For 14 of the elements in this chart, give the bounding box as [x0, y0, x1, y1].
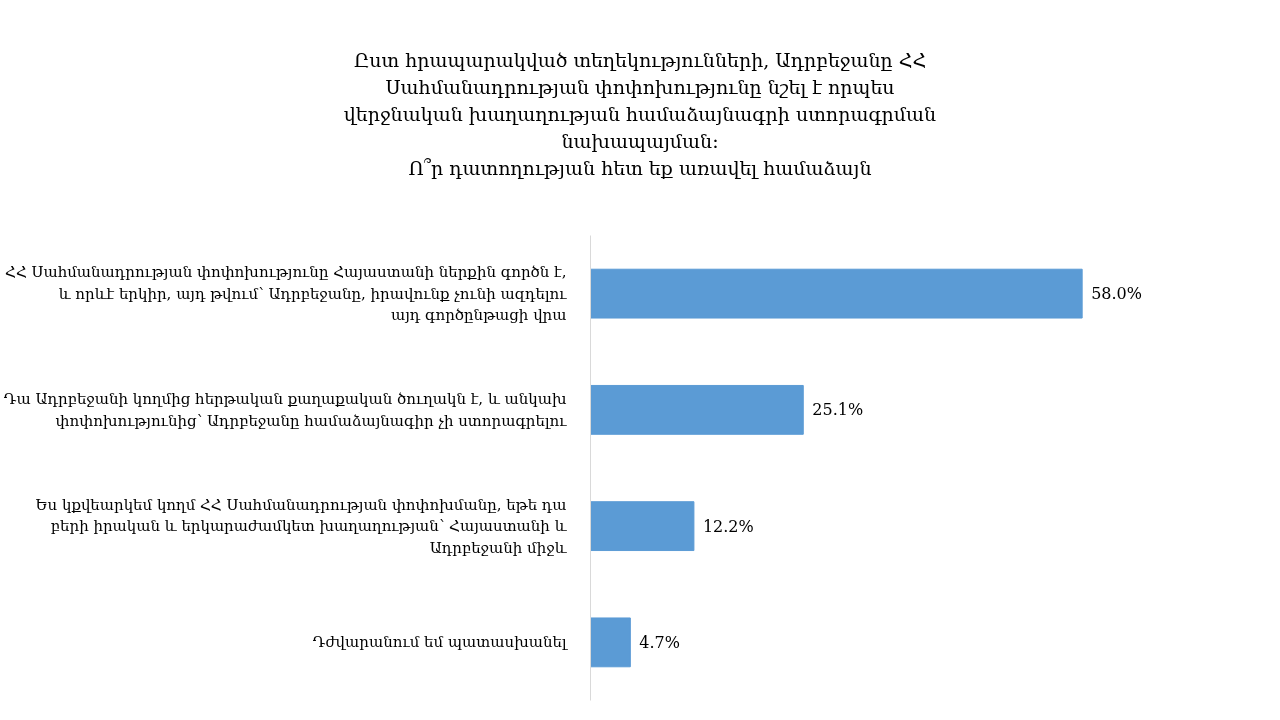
bar: [590, 501, 695, 552]
data-label: 25.1%: [812, 400, 864, 420]
y-tick-label: ՀՀ Սահմանադրության փոփոխությունը Հայաստանի ներքին գործն է, և որևէ երկիր, այդ թվում՝ Ադրբեջանը, իրավունք չունի ազդելու այդ գործընթացի վրա: [5, 263, 568, 325]
bar: [590, 617, 631, 668]
bar: [590, 384, 804, 435]
data-label: 12.2%: [702, 516, 754, 536]
y-tick-label: Ես կքվեարկեմ կողմ ՀՀ Սահմանադրության փոփոխմանը, եթե դա բերի իրական և երկարաժամկետ խաղաղության՝ Հայաստանի և Ադրբեջանի միջև: [35, 495, 568, 557]
data-label: 4.7%: [639, 632, 680, 652]
y-tick-label: Դա Ադրբեջանի կողմից հերթական քաղաքական ծուղակն է, և անկախ փոփոխությունից՝ Ադրբեջանը համաձայնագիր չի ստորագրելու: [3, 390, 568, 430]
bar: [590, 268, 1083, 319]
chart-title: Ըստ հրապարակված տեղեկությունների, Ադրբեջանը ՀՀ Սահմանադրության փոփոխությունը նշել է որպես վերջնական խաղաղության համաձայնագրի ստորագրման նախապայման։: [343, 48, 937, 154]
chart-subtitle: Ո՞ր դատողության հետ եք առավել համաձայն: [407, 156, 873, 181]
y-tick-label: Դժվարանում եմ պատասխանել: [312, 633, 568, 652]
data-label: 58.0%: [1091, 284, 1142, 304]
